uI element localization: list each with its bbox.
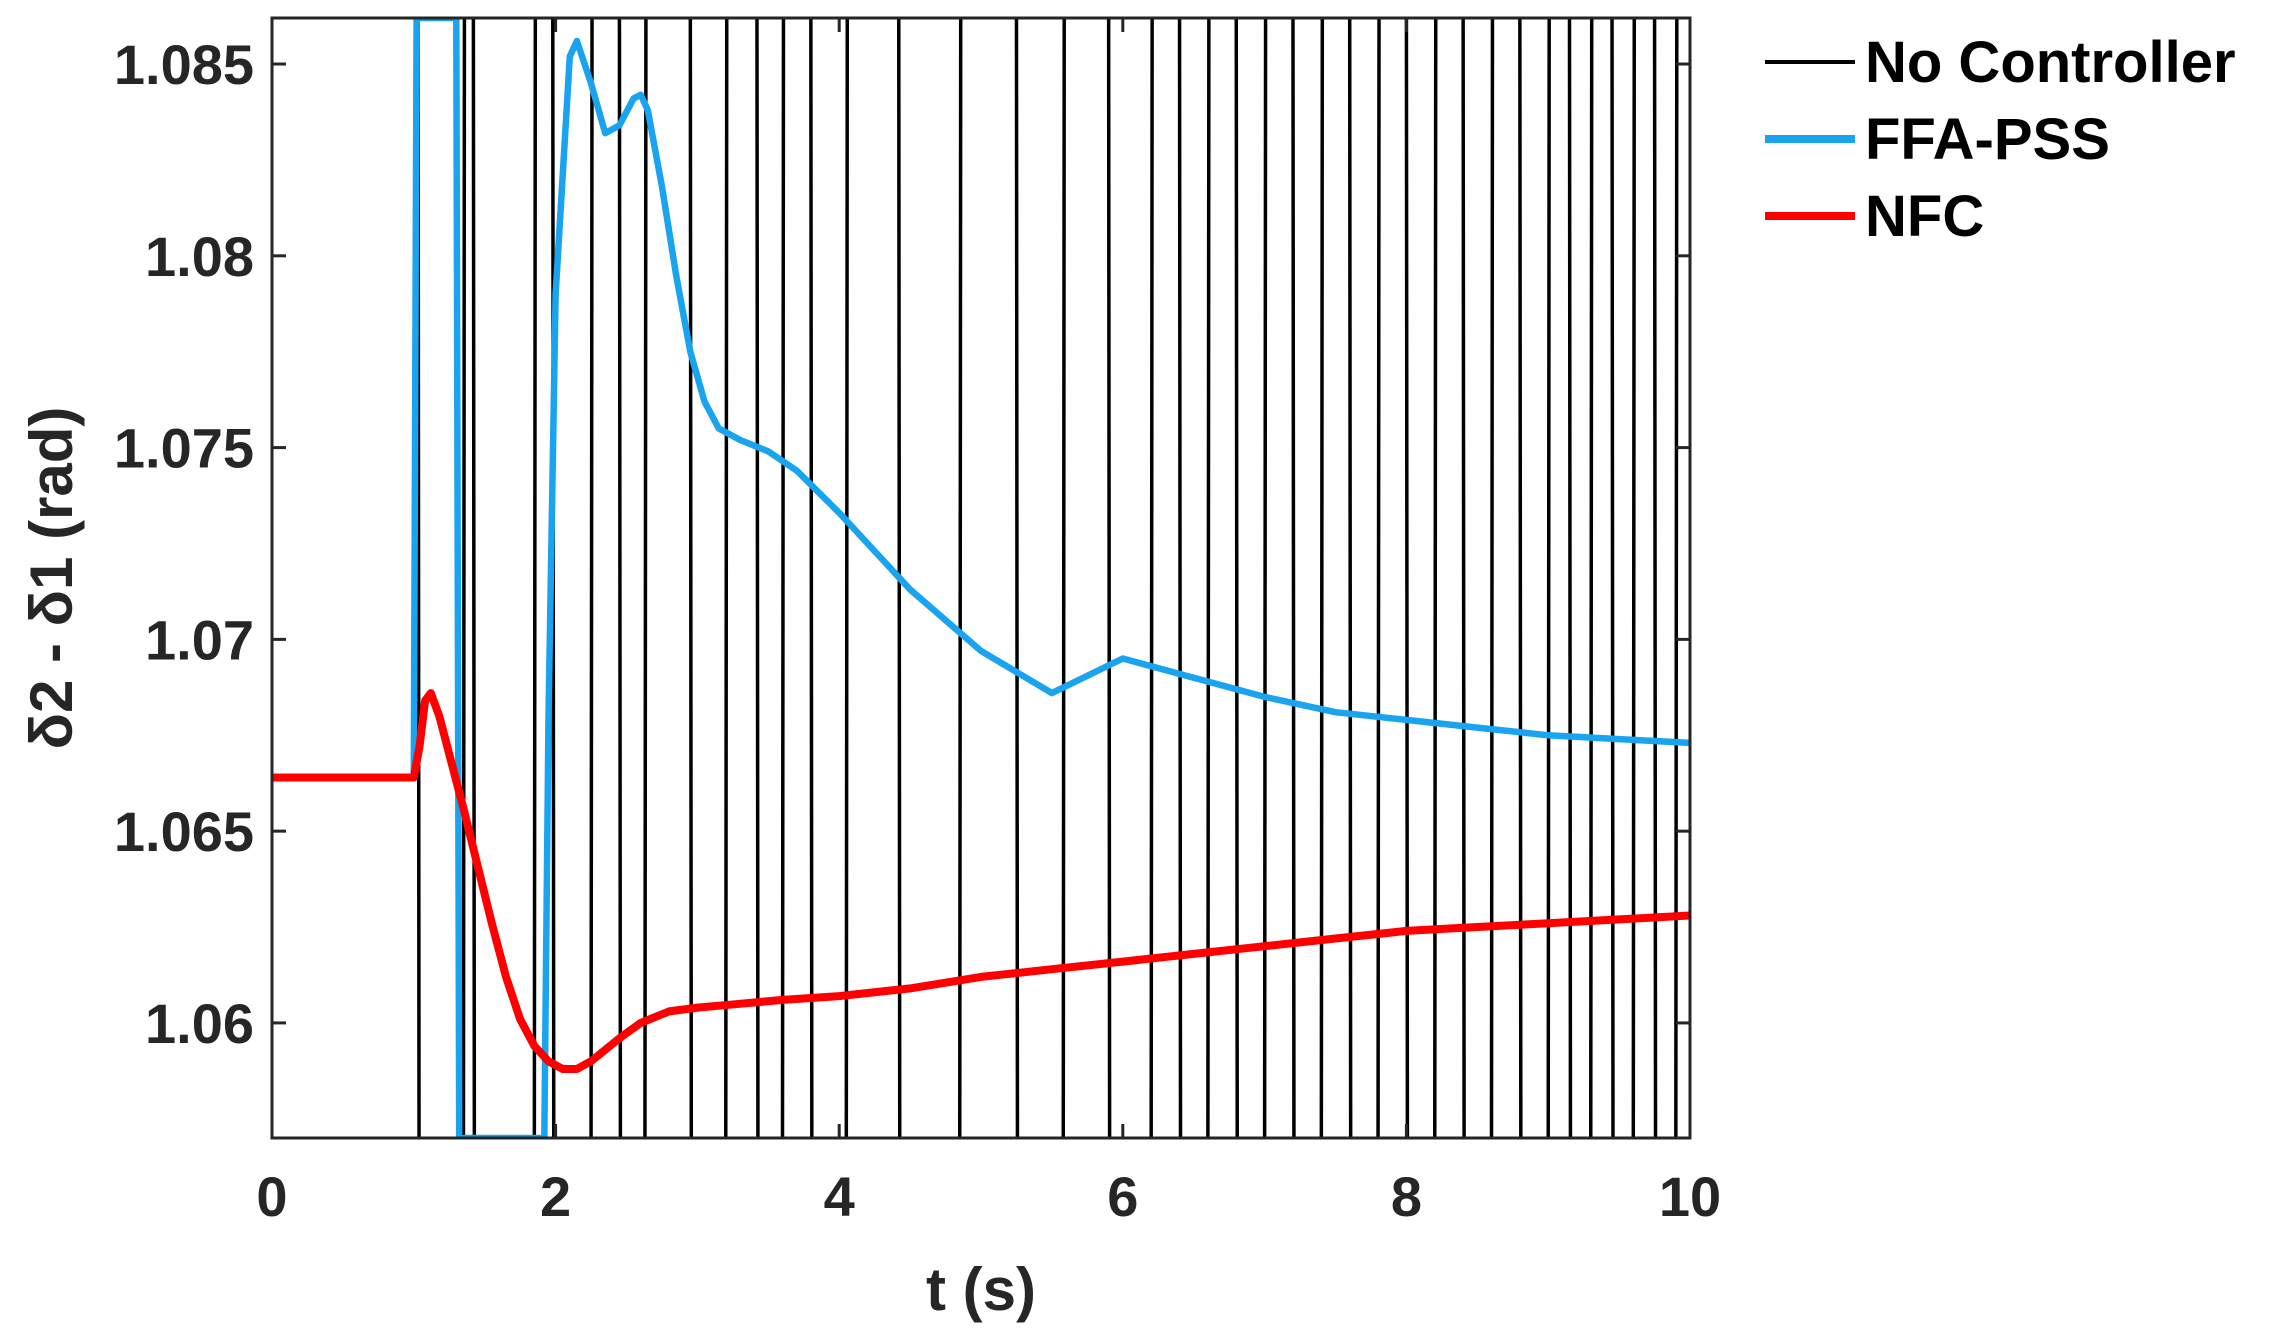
y-tick-label: 1.065 [114,800,254,863]
y-tick-label: 1.085 [114,33,254,96]
x-axis-label: t (s) [926,1256,1036,1323]
x-tick-label: 0 [256,1165,287,1228]
x-tick-label: 8 [1391,1165,1422,1228]
legend: No Controller FFA-PSS NFC [1765,30,2236,249]
ticks-layer: 0 2 4 6 8 10 1.06 1.065 1.07 1.075 1.08 1.085 [114,18,1721,1228]
x-tick-label: 2 [540,1165,571,1228]
x-tick-label: 4 [824,1165,855,1228]
legend-label-no-controller: No Controller [1865,30,2236,95]
plot-frame [270,16,1692,1140]
y-tick-label: 1.075 [114,417,254,480]
x-tick-label: 6 [1107,1165,1138,1228]
legend-label-nfc: NFC [1865,184,1984,249]
y-axis-label: δ2 - δ1 (rad) [18,407,85,750]
series-layer [272,18,1690,1138]
x-tick-label: 10 [1659,1165,1721,1228]
y-tick-label: 1.07 [145,608,254,671]
plot-background [272,18,1690,1138]
series-nfc-line [272,689,1690,1073]
legend-label-ffa-pss: FFA-PSS [1865,107,2110,172]
y-tick-label: 1.06 [145,992,254,1055]
series-no-controller-line [272,18,1679,1138]
series-ffa-pss-line [272,18,1690,1138]
y-tick-label: 1.08 [145,225,254,288]
